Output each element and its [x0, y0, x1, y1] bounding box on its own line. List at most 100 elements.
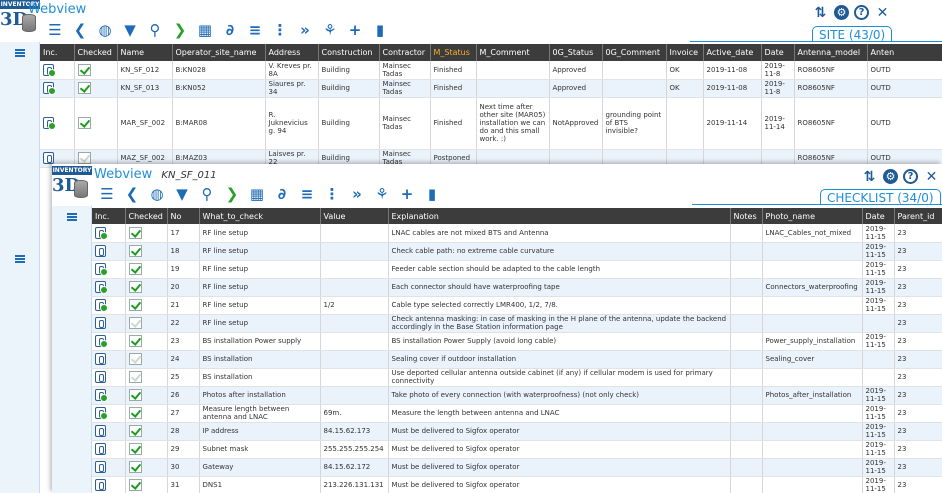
column-header[interactable]: No	[167, 208, 200, 224]
column-header[interactable]: Operator_site_name	[172, 44, 266, 61]
globe-icon[interactable]: ◍	[98, 20, 112, 39]
checked-cell[interactable]	[125, 458, 168, 477]
menu-icon[interactable]	[67, 213, 77, 221]
close-icon[interactable]: ✕	[876, 4, 889, 21]
table-row[interactable]: KN_SF_013 B:KN052 Siaures pr. 34 Building Ma…	[40, 79, 942, 98]
checked-cell[interactable]	[125, 386, 168, 405]
inc-cell[interactable]	[92, 440, 126, 459]
back-icon[interactable]: ❮	[125, 184, 139, 203]
fast-forward-icon[interactable]: »	[352, 184, 362, 203]
table-row[interactable]: 26 Photos after installation Take photo of…	[92, 386, 942, 405]
column-header[interactable]: 0G_Status	[549, 44, 603, 61]
tree-icon[interactable]: ⚘	[375, 184, 389, 203]
column-header[interactable]: Antenna_model	[794, 44, 868, 61]
column-header[interactable]: Parent_id	[894, 208, 942, 224]
inc-cell[interactable]	[92, 224, 126, 243]
attachment-icon[interactable]	[43, 63, 56, 77]
checked-checkbox[interactable]	[128, 317, 142, 329]
checked-checkbox[interactable]	[128, 407, 142, 419]
forward-icon[interactable]: ❯	[173, 20, 187, 39]
table-row[interactable]: KN_SF_012 B:KN028 V. Kreves pr. 8A Building…	[40, 61, 942, 80]
help-icon[interactable]: ?	[903, 169, 918, 184]
attachment-icon[interactable]	[95, 281, 108, 294]
table-row[interactable]: 22 RF line setup Check antenna masking: in…	[92, 314, 942, 333]
inc-cell[interactable]	[92, 476, 126, 493]
gear-icon[interactable]: ⚙	[883, 169, 898, 184]
checked-checkbox[interactable]	[128, 389, 142, 401]
checked-checkbox[interactable]	[128, 263, 142, 275]
checked-cell[interactable]	[125, 422, 168, 441]
column-header[interactable]: Construction	[318, 44, 380, 61]
column-header[interactable]: Inc.	[40, 44, 75, 61]
checked-cell[interactable]	[74, 97, 118, 150]
back-icon[interactable]: ❮	[73, 20, 87, 39]
table-row[interactable]: 31 DNS1 213.226.131.131 Must be delivered t…	[92, 476, 942, 493]
attachment-icon[interactable]	[43, 117, 56, 130]
close-icon[interactable]: ✕	[925, 168, 938, 185]
gear-icon[interactable]: ⚙	[834, 5, 849, 20]
table-row[interactable]: 23 BS installation Power supply BS install…	[92, 332, 942, 351]
table-row[interactable]: 21 RF line setup 1/2 Cable type selected co…	[92, 296, 942, 315]
column-header[interactable]: Photo_name	[762, 208, 863, 224]
database-icon[interactable]: ≡	[300, 184, 314, 203]
fast-forward-icon[interactable]: »	[300, 20, 310, 39]
attachment-icon[interactable]	[95, 299, 108, 312]
checked-cell[interactable]	[125, 296, 168, 315]
attachment-icon[interactable]: ∂	[277, 184, 287, 203]
menu-icon[interactable]	[15, 255, 25, 263]
checked-checkbox[interactable]	[128, 425, 142, 437]
column-header[interactable]: Date	[862, 208, 895, 224]
forward-icon[interactable]: ❯	[225, 184, 239, 203]
column-header[interactable]: 0G_Comment	[602, 44, 667, 61]
inc-cell[interactable]	[92, 404, 126, 423]
attachment-icon[interactable]	[95, 317, 106, 329]
checked-cell[interactable]	[125, 278, 168, 297]
column-header[interactable]: Invoice	[666, 44, 704, 61]
checked-checkbox[interactable]	[128, 479, 142, 491]
inc-cell[interactable]	[92, 296, 126, 315]
inc-cell[interactable]	[40, 149, 75, 168]
checked-cell[interactable]	[74, 61, 118, 80]
table-row[interactable]: 18 RF line setup Check cable path: no extr…	[92, 242, 942, 261]
table-row[interactable]: 20 RF line setup Each connector should hav…	[92, 278, 942, 297]
column-header[interactable]: Name	[117, 44, 173, 61]
checked-checkbox[interactable]	[128, 226, 142, 239]
checked-cell[interactable]	[125, 332, 168, 351]
inc-cell[interactable]	[40, 61, 75, 80]
checked-cell[interactable]	[74, 79, 118, 98]
search-key-icon[interactable]: ⚲	[149, 20, 161, 39]
inc-cell[interactable]	[92, 386, 126, 405]
column-header[interactable]: M_Comment	[476, 44, 550, 61]
menu-icon[interactable]	[15, 49, 25, 57]
delete-icon[interactable]: ▮	[427, 184, 437, 203]
add-icon[interactable]: +	[400, 184, 414, 203]
checked-checkbox[interactable]	[128, 353, 142, 365]
attachment-icon[interactable]	[95, 226, 108, 240]
attachment-icon[interactable]	[43, 82, 56, 95]
inc-cell[interactable]	[92, 368, 126, 387]
column-header[interactable]: What_to_check	[199, 208, 321, 224]
sort-icon[interactable]: ⇅	[863, 168, 876, 185]
search-key-icon[interactable]: ⚲	[201, 184, 213, 203]
inc-cell[interactable]	[92, 422, 126, 441]
column-header[interactable]: Checked	[74, 44, 118, 61]
checked-cell[interactable]	[125, 476, 168, 493]
attachment-icon[interactable]	[43, 152, 54, 164]
inc-cell[interactable]	[92, 242, 126, 261]
delete-icon[interactable]: ▮	[375, 20, 385, 39]
table-row[interactable]: 28 IP address 84.15.62.173 Must be delivere…	[92, 422, 942, 441]
checked-cell[interactable]	[125, 314, 168, 333]
table-row[interactable]: 30 Gateway 84.15.62.172 Must be delivered t…	[92, 458, 942, 477]
more-vertical-icon[interactable]: ⋮	[324, 184, 340, 203]
table-row[interactable]: MAR_SF_002 B:MAR08 R. Juknevicius g. 94 Bui…	[40, 97, 942, 150]
list-icon[interactable]: ☰	[48, 20, 62, 39]
checked-checkbox[interactable]	[128, 299, 142, 311]
checked-checkbox[interactable]	[128, 371, 142, 383]
grid-icon[interactable]: ▦	[197, 20, 213, 39]
inc-cell[interactable]	[92, 314, 126, 333]
column-header[interactable]: Explanation	[388, 208, 731, 224]
attachment-icon[interactable]: ∂	[225, 20, 235, 39]
column-header[interactable]: Value	[320, 208, 389, 224]
inc-cell[interactable]	[92, 458, 126, 477]
column-header[interactable]: Notes	[730, 208, 763, 224]
